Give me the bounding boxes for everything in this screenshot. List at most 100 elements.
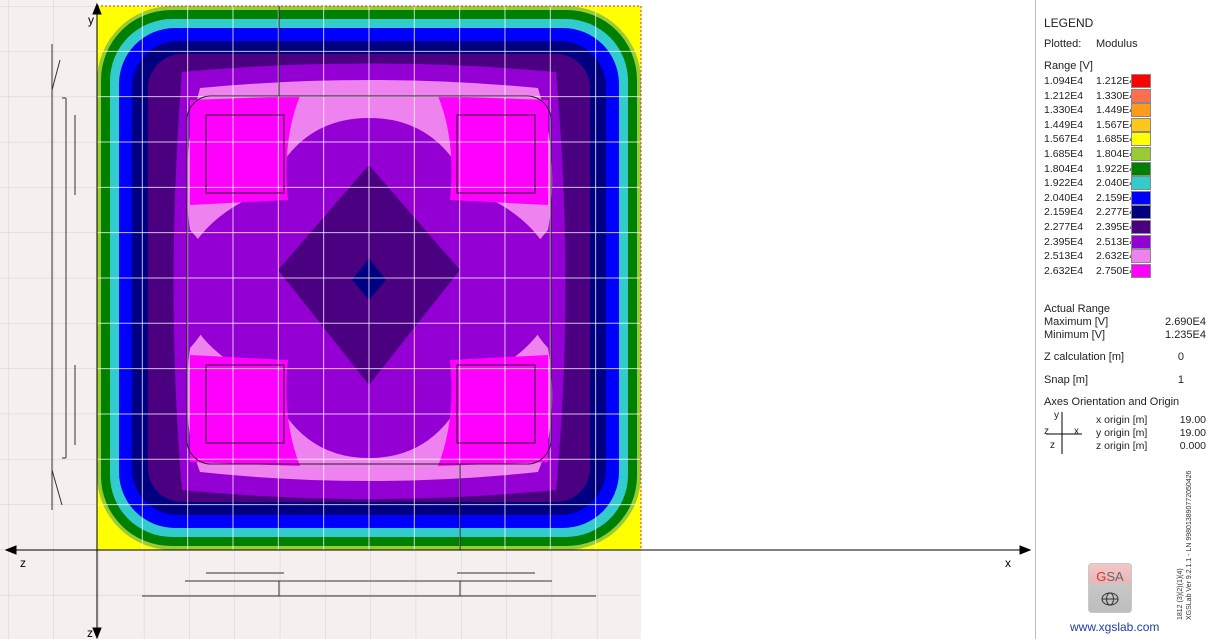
- range-row: 1.922E4 2.040E4: [1044, 176, 1135, 190]
- range-to: 2.750E4: [1096, 264, 1136, 277]
- mini-z2-label: z: [1050, 440, 1055, 451]
- range-row: 1.449E4 1.567E4: [1044, 118, 1135, 132]
- legend-swatch: [1131, 190, 1151, 205]
- x-origin-label: x origin [m]: [1096, 414, 1148, 426]
- contour-plot[interactable]: y x z z: [0, 0, 1035, 639]
- logo-text-sa: SA: [1106, 569, 1124, 584]
- x-axis-label: x: [1005, 556, 1011, 570]
- minimum-value: 1.235E4: [1165, 329, 1206, 341]
- range-row: 1.804E4 1.922E4: [1044, 162, 1135, 176]
- range-from: 1.212E4: [1044, 89, 1084, 102]
- range-to: 1.449E4: [1096, 104, 1136, 117]
- range-to: 2.159E4: [1096, 191, 1136, 204]
- range-from: 2.159E4: [1044, 206, 1084, 219]
- range-to: 2.395E4: [1096, 221, 1136, 233]
- y-origin-value: 19.00: [1179, 427, 1206, 439]
- legend-swatch: [1131, 263, 1151, 278]
- legend-swatch: [1131, 74, 1151, 88]
- snap-label: Snap [m]: [1044, 374, 1089, 386]
- plotted-value: Modulus: [1096, 38, 1138, 50]
- range-to: 1.567E4: [1096, 118, 1136, 131]
- minimum-label: Minimum [V]: [1044, 329, 1106, 341]
- range-row: 2.040E4 2.159E4: [1044, 191, 1135, 205]
- mini-x-label: x: [1074, 426, 1079, 437]
- snap-value: 1: [1177, 374, 1184, 386]
- range-to: 1.330E4: [1096, 89, 1136, 102]
- logo-text-g: G: [1096, 569, 1107, 584]
- map-grid-lines: [97, 6, 641, 550]
- z-axis-label-vertical: z: [87, 626, 93, 639]
- y-axis-label: y: [88, 13, 94, 27]
- range-row: 2.277E4 2.395E4: [1044, 220, 1135, 234]
- structure-outline: [186, 6, 552, 550]
- range-to: 1.212E4: [1096, 75, 1136, 87]
- range-row: 2.395E4 2.513E4: [1044, 235, 1135, 249]
- range-from: 2.395E4: [1044, 235, 1084, 248]
- legend-swatch: [1131, 176, 1151, 191]
- range-row: 2.513E4 2.632E4: [1044, 249, 1135, 263]
- z-axis-label-horizontal: z: [20, 556, 26, 570]
- x-origin-value: 19.00: [1179, 414, 1206, 426]
- side-profile-bottom: [142, 572, 596, 597]
- mini-z-label: z: [1044, 426, 1049, 437]
- range-from: 1.922E4: [1044, 177, 1084, 190]
- axes: [4, 2, 1032, 639]
- legend-title: LEGEND: [1044, 16, 1094, 30]
- range-row: 1.685E4 1.804E4: [1044, 147, 1135, 161]
- z-origin-value: 0.000: [1179, 440, 1206, 452]
- range-to: 1.804E4: [1096, 148, 1136, 160]
- zcalc-label: Z calculation [m]: [1044, 351, 1125, 363]
- legend-panel: LEGEND Plotted: Modulus Range [V] 1.094E…: [1035, 0, 1215, 639]
- mini-axes-icon: [1046, 412, 1082, 454]
- legend-swatch: [1131, 220, 1151, 234]
- legend-swatch: [1131, 132, 1151, 147]
- range-to: 1.922E4: [1096, 162, 1136, 175]
- range-label: Range [V]: [1044, 60, 1093, 72]
- range-from: 1.685E4: [1044, 148, 1084, 160]
- range-row: 1.212E4 1.330E4: [1044, 89, 1135, 103]
- range-from: 2.277E4: [1044, 221, 1084, 233]
- range-from: 1.567E4: [1044, 133, 1084, 146]
- legend-swatch: [1131, 88, 1151, 103]
- range-to: 2.040E4: [1096, 177, 1136, 190]
- version-info: 1812 (3)(2)(1)(4) XGSLab Ver 9.2.1.1 - L…: [1176, 470, 1206, 620]
- range-from: 1.449E4: [1044, 118, 1084, 131]
- range-from: 2.040E4: [1044, 191, 1084, 204]
- band-magenta-bottomleft: [190, 355, 300, 466]
- range-from: 1.804E4: [1044, 162, 1084, 175]
- gsa-logo[interactable]: GSA: [1088, 563, 1132, 613]
- range-to: 2.513E4: [1096, 235, 1136, 248]
- band-magenta-topleft: [190, 96, 300, 205]
- legend-swatch: [1131, 103, 1151, 118]
- side-profile-left: [51, 44, 76, 510]
- range-to: 2.632E4: [1096, 250, 1136, 263]
- range-row: 1.567E4 1.685E4: [1044, 132, 1135, 146]
- maximum-value: 2.690E4: [1165, 316, 1206, 328]
- z-origin-label: z origin [m]: [1096, 440, 1148, 452]
- range-from: 2.513E4: [1044, 250, 1084, 263]
- legend-swatch: [1131, 234, 1151, 249]
- range-to: 1.685E4: [1096, 133, 1136, 146]
- legend-swatch: [1131, 205, 1151, 220]
- y-origin-label: y origin [m]: [1096, 427, 1148, 439]
- legend-swatch: [1131, 117, 1151, 132]
- version-line-1: 1812 (3)(2)(1)(4): [1177, 568, 1184, 620]
- mini-y-label: y: [1054, 410, 1059, 421]
- range-from: 1.330E4: [1044, 104, 1084, 117]
- band-magenta-bottomright: [438, 355, 548, 466]
- range-row: 2.159E4 2.277E4: [1044, 205, 1135, 219]
- range-row: 1.330E4 1.449E4: [1044, 103, 1135, 117]
- axes-orientation-label: Axes Orientation and Origin: [1044, 396, 1180, 408]
- zcalc-value: 0: [1177, 351, 1184, 363]
- range-to: 2.277E4: [1096, 206, 1136, 219]
- globe-icon: [1101, 592, 1119, 606]
- range-from: 2.632E4: [1044, 264, 1084, 277]
- range-row: 1.094E4 1.212E4: [1044, 74, 1135, 88]
- legend-swatch: [1131, 147, 1151, 161]
- legend-swatch: [1131, 249, 1151, 264]
- maximum-label: Maximum [V]: [1044, 316, 1109, 328]
- version-line-2: XGSLab Ver 9.2.1.1 - LN 9980138907720504…: [1186, 470, 1193, 620]
- website-link[interactable]: www.xgslab.com: [1070, 620, 1160, 634]
- actual-range-label: Actual Range: [1044, 303, 1111, 315]
- range-from: 1.094E4: [1044, 75, 1084, 87]
